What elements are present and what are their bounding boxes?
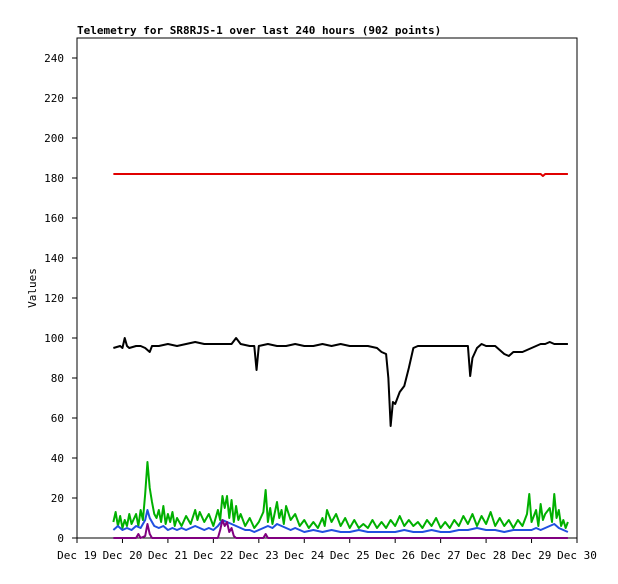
x-tick-label: Dec 23 xyxy=(239,549,279,562)
x-tick-label: Dec 24 xyxy=(284,549,324,562)
x-tick-label: Dec 25 xyxy=(330,549,370,562)
series-line-4 xyxy=(112,509,569,533)
y-tick-label: 80 xyxy=(51,372,64,385)
series-line-1 xyxy=(113,173,568,177)
x-tick-label: Dec 27 xyxy=(421,549,461,562)
y-axis: 0 20 40 60 80 100 120 140 160 180 200 220 240 xyxy=(44,52,77,545)
y-tick-label: 20 xyxy=(51,492,64,505)
y-axis-label: Values xyxy=(26,268,39,308)
plot-frame xyxy=(76,37,578,539)
y-tick-label: 0 xyxy=(57,532,64,545)
series-line-5 xyxy=(113,519,568,539)
x-tick-label: Dec 29 xyxy=(512,549,552,562)
y-tick-label: 200 xyxy=(44,132,64,145)
x-axis: Dec 19 Dec 20 Dec 21 Dec 22 Dec 23 Dec 24 Dec … xyxy=(57,538,597,562)
y-tick-label: 40 xyxy=(51,452,64,465)
series-line-3 xyxy=(112,461,569,529)
y-tick-label: 100 xyxy=(44,332,64,345)
y-tick-label: 180 xyxy=(44,172,64,185)
y-tick-label: 140 xyxy=(44,252,64,265)
series-line-2 xyxy=(113,337,568,427)
chart-title: Telemetry for SR8RJS-1 over last 240 hou… xyxy=(77,24,441,37)
x-tick-label: Dec 22 xyxy=(193,549,233,562)
y-tick-label: 220 xyxy=(44,92,64,105)
x-tick-label: Dec 20 xyxy=(103,549,143,562)
y-tick-label: 160 xyxy=(44,212,64,225)
x-tick-label: Dec 19 xyxy=(57,549,97,562)
x-tick-label: Dec 21 xyxy=(148,549,188,562)
y-tick-label: 60 xyxy=(51,412,64,425)
x-tick-label: Dec 28 xyxy=(466,549,506,562)
x-tick-label: Dec 30 xyxy=(557,549,597,562)
series-layer xyxy=(112,173,569,539)
y-tick-label: 120 xyxy=(44,292,64,305)
x-tick-label: Dec 26 xyxy=(375,549,415,562)
y-tick-label: 240 xyxy=(44,52,64,65)
